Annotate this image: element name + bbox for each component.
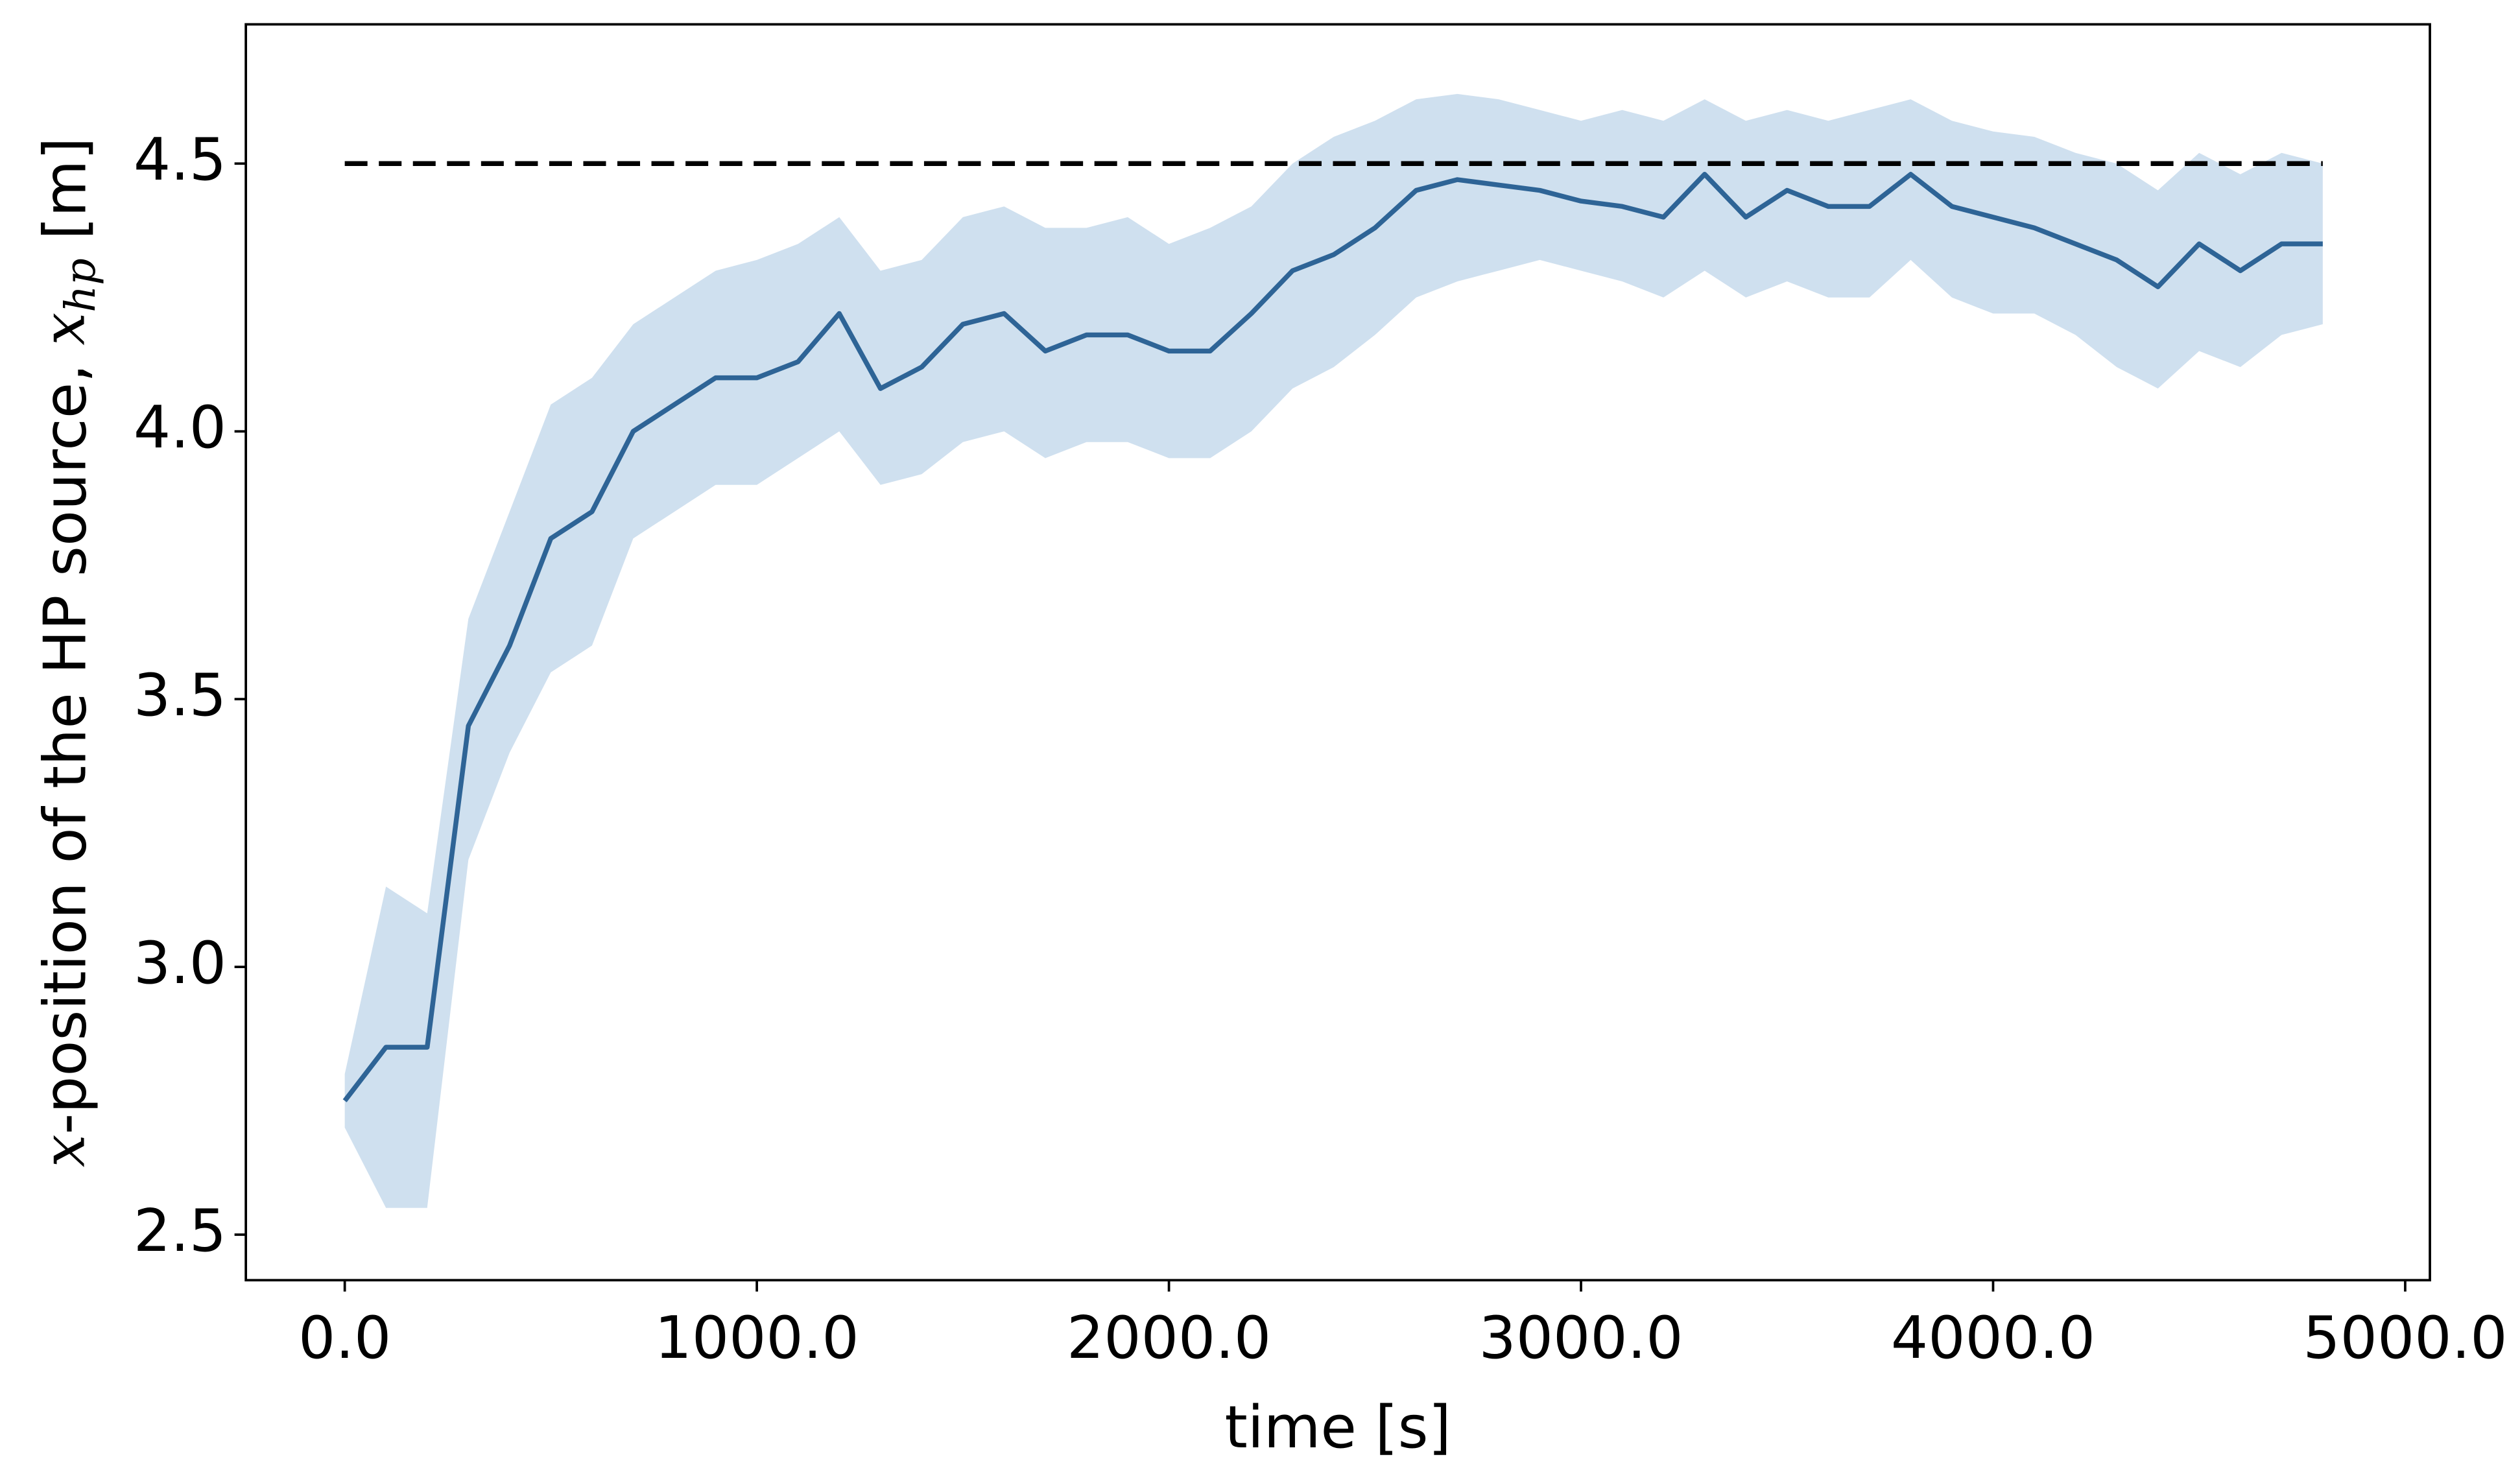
x-tick-label: 1000.0 xyxy=(655,1304,859,1372)
y-tick-label: 3.0 xyxy=(134,929,226,997)
y-axis-label-part: -position of the HP source, xyxy=(31,346,99,1135)
x-tick-label: 2000.0 xyxy=(1067,1304,1271,1372)
y-tick-label: 2.5 xyxy=(134,1197,226,1265)
y-axis-label-part: x xyxy=(30,313,99,346)
y-tick-label: 4.0 xyxy=(134,394,226,462)
mean-line xyxy=(342,172,2323,1102)
y-axis-label-part: x xyxy=(30,1134,99,1167)
x-tick-label: 4000.0 xyxy=(1891,1304,2095,1372)
confidence-band xyxy=(344,93,2323,1208)
y-tick-label: 3.5 xyxy=(134,661,226,730)
y-axis-label-part: hp xyxy=(56,258,105,313)
x-tick-label: 3000.0 xyxy=(1479,1304,1683,1372)
y-axis-label: x-position of the HP source, xhp [m] xyxy=(30,137,105,1168)
x-axis-label: time [s] xyxy=(1224,1394,1451,1462)
y-axis-label-part: [m] xyxy=(31,137,99,259)
x-tick-label: 5000.0 xyxy=(2303,1304,2507,1372)
x-tick-label: 0.0 xyxy=(298,1304,391,1372)
plot-frame xyxy=(244,23,2431,1282)
y-tick-label: 4.5 xyxy=(134,126,226,194)
